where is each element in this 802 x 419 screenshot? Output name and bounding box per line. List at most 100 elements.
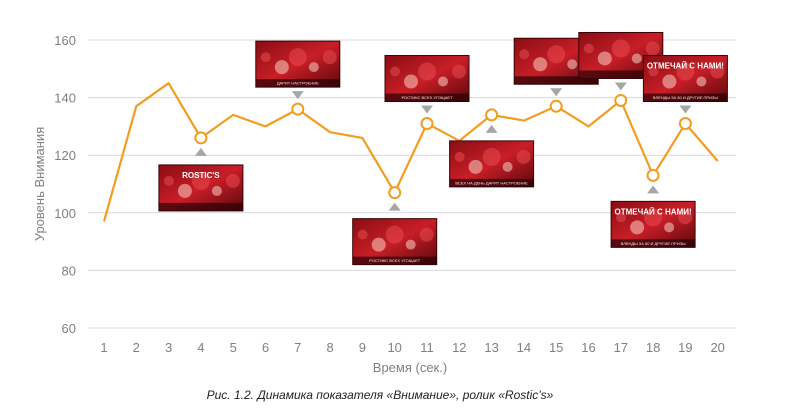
x-tick-label: 2 — [133, 340, 140, 355]
thumbnail-18: ОТМЕЧАЙ С НАМИ! ВЛЕНДЫ ЗА 50 И ДРУГИЕ ПРИ… — [610, 185, 696, 248]
y-tick-label: 100 — [54, 206, 76, 221]
thumbnail-figure — [419, 227, 434, 242]
thumbnail-title: ROSTIC'S — [182, 171, 220, 180]
thumbnail-pointer — [614, 82, 627, 91]
thumbnail-figure — [288, 48, 307, 67]
thumbnail-bar — [352, 256, 437, 265]
thumbnail-figure — [418, 62, 436, 81]
thumbnail-11: РОСТИКС ВСЕХ УГОЩАЕТ — [384, 55, 470, 114]
y-tick-label: 160 — [54, 33, 76, 48]
highlight-marker-11 — [420, 117, 434, 131]
thumbnail-bar — [578, 70, 663, 79]
y-axis-title: Уровень Внимания — [32, 127, 47, 241]
thumbnail-caption: РОСТИКС ВСЕХ УГОЩАЕТ — [401, 95, 453, 100]
highlight-marker-7 — [291, 102, 305, 116]
thumbnail-figure — [710, 64, 725, 79]
y-tick-label: 120 — [54, 148, 76, 163]
attention-line — [102, 82, 719, 222]
thumbnail-figure — [516, 149, 531, 164]
thumbnail-pointer — [485, 124, 498, 133]
thumbnail-10: РОСТИКС ВСЕХ УГОЩАЕТ — [352, 202, 438, 266]
x-tick-label: 7 — [294, 340, 301, 355]
thumbnail-figure — [371, 237, 386, 252]
x-axis-title: Время (сек.) — [373, 360, 447, 375]
thumbnail-caption: ДАРИТ НАСТРОЕНИЕ — [277, 81, 319, 86]
thumbnail-caption: ВЛЕНДЫ ЗА 50 И ДРУГИЕ ПРИЗЫ — [653, 95, 718, 100]
thumbnail-figure — [644, 208, 663, 227]
x-tick-labels: 1 2 3 4 5 6 7 8 9 10 11 12 13 14 15 16 17 18 19 20 — [100, 340, 725, 355]
thumbnail-figure — [547, 45, 566, 64]
x-tick-label: 5 — [230, 340, 237, 355]
thumbnail-bar — [611, 239, 696, 248]
highlight-marker-13 — [485, 108, 499, 122]
thumbnail-figure — [583, 43, 594, 54]
y-tick-label: 140 — [54, 91, 76, 106]
thumbnail-bar — [255, 79, 340, 88]
thumbnail-bar — [385, 93, 469, 102]
highlight-markers — [194, 93, 692, 200]
thumbnail-title: ОТМЕЧАЙ С НАМИ! — [647, 62, 724, 71]
x-tick-label: 9 — [359, 340, 366, 355]
thumbnail-bar — [449, 178, 534, 187]
thumbnail-figure — [630, 220, 645, 235]
thumbnail-pointer — [647, 185, 660, 194]
x-tick-label: 3 — [165, 340, 172, 355]
thumbnail-pointer — [388, 202, 401, 211]
thumbnail-figure — [390, 66, 400, 77]
x-tick-label: 13 — [484, 340, 498, 355]
thumbnail-figure — [631, 53, 642, 64]
thumbnail-figure — [163, 175, 174, 186]
thumbnail-figure — [385, 225, 404, 244]
thumbnail-figure — [533, 57, 548, 72]
thumbnail-bar — [643, 93, 728, 102]
highlight-marker-4 — [194, 131, 208, 145]
x-tick-label: 12 — [452, 340, 466, 355]
thumbnail-figure — [611, 39, 630, 58]
x-tick-label: 4 — [197, 340, 204, 355]
thumbnail-pointer — [679, 105, 692, 114]
y-tick-labels: 60 80 100 120 140 160 — [54, 33, 76, 336]
highlight-marker-15 — [549, 99, 563, 113]
thumbnail-figure — [438, 76, 448, 87]
thumbnail-figure — [211, 185, 222, 196]
thumbnail-figure — [404, 74, 418, 89]
thumbnail-4: ROSTIC'S — [158, 147, 244, 212]
x-tick-label: 17 — [614, 340, 628, 355]
x-tick-label: 14 — [517, 340, 531, 355]
highlight-marker-19 — [678, 117, 692, 131]
x-tick-label: 20 — [710, 340, 724, 355]
thumbnail-bar — [158, 202, 243, 211]
thumbnail-caption: ВСЕХ НА ДЕНЬ ДАРИТ НАСТРОЕНИЕ — [455, 180, 528, 185]
thumbnail-figure — [616, 212, 627, 223]
thumbnail-figure — [567, 59, 578, 70]
thumbnail-figure — [260, 52, 271, 63]
thumbnail-figure — [676, 62, 695, 81]
x-tick-label: 18 — [646, 340, 660, 355]
thumbnail-7: ДАРИТ НАСТРОЕНИЕ — [255, 40, 341, 100]
x-tick-label: 15 — [549, 340, 563, 355]
thumbnail-caption: РОСТИКС ВСЕХ УГОЩАЕТ — [369, 258, 421, 263]
thumbnail-pointer — [421, 105, 433, 114]
attention-series — [102, 82, 719, 222]
thumbnail-figure — [225, 173, 240, 188]
thumbnail-figure — [308, 62, 319, 73]
video-thumbnails: ROSTIC'S ДАРИТ НАСТРОЕНИЕ РОСТИКС ВСЕХ УГО… — [158, 31, 728, 266]
thumbnail-pointer — [291, 91, 304, 100]
thumbnail-figure — [662, 74, 677, 89]
thumbnail-figure — [696, 76, 707, 87]
x-tick-label: 19 — [678, 340, 692, 355]
thumbnail-figure — [405, 239, 416, 250]
thumbnail-bar — [514, 76, 599, 85]
x-tick-label: 11 — [420, 340, 434, 355]
thumbnail-figure — [468, 159, 483, 174]
thumbnail-figure — [452, 64, 466, 79]
thumbnail-figure — [645, 41, 660, 56]
thumbnail-19: ОТМЕЧАЙ С НАМИ! ВЛЕНДЫ ЗА 50 И ДРУГИЕ ПРИ… — [642, 55, 728, 114]
thumbnail-figure — [664, 222, 675, 233]
thumbnail-figure — [482, 147, 501, 166]
thumbnail-pointer — [194, 147, 207, 156]
y-tick-label: 80 — [62, 263, 76, 278]
thumbnail-title: ОТМЕЧАЙ С НАМИ! — [615, 207, 692, 216]
x-tick-label: 1 — [100, 340, 107, 355]
